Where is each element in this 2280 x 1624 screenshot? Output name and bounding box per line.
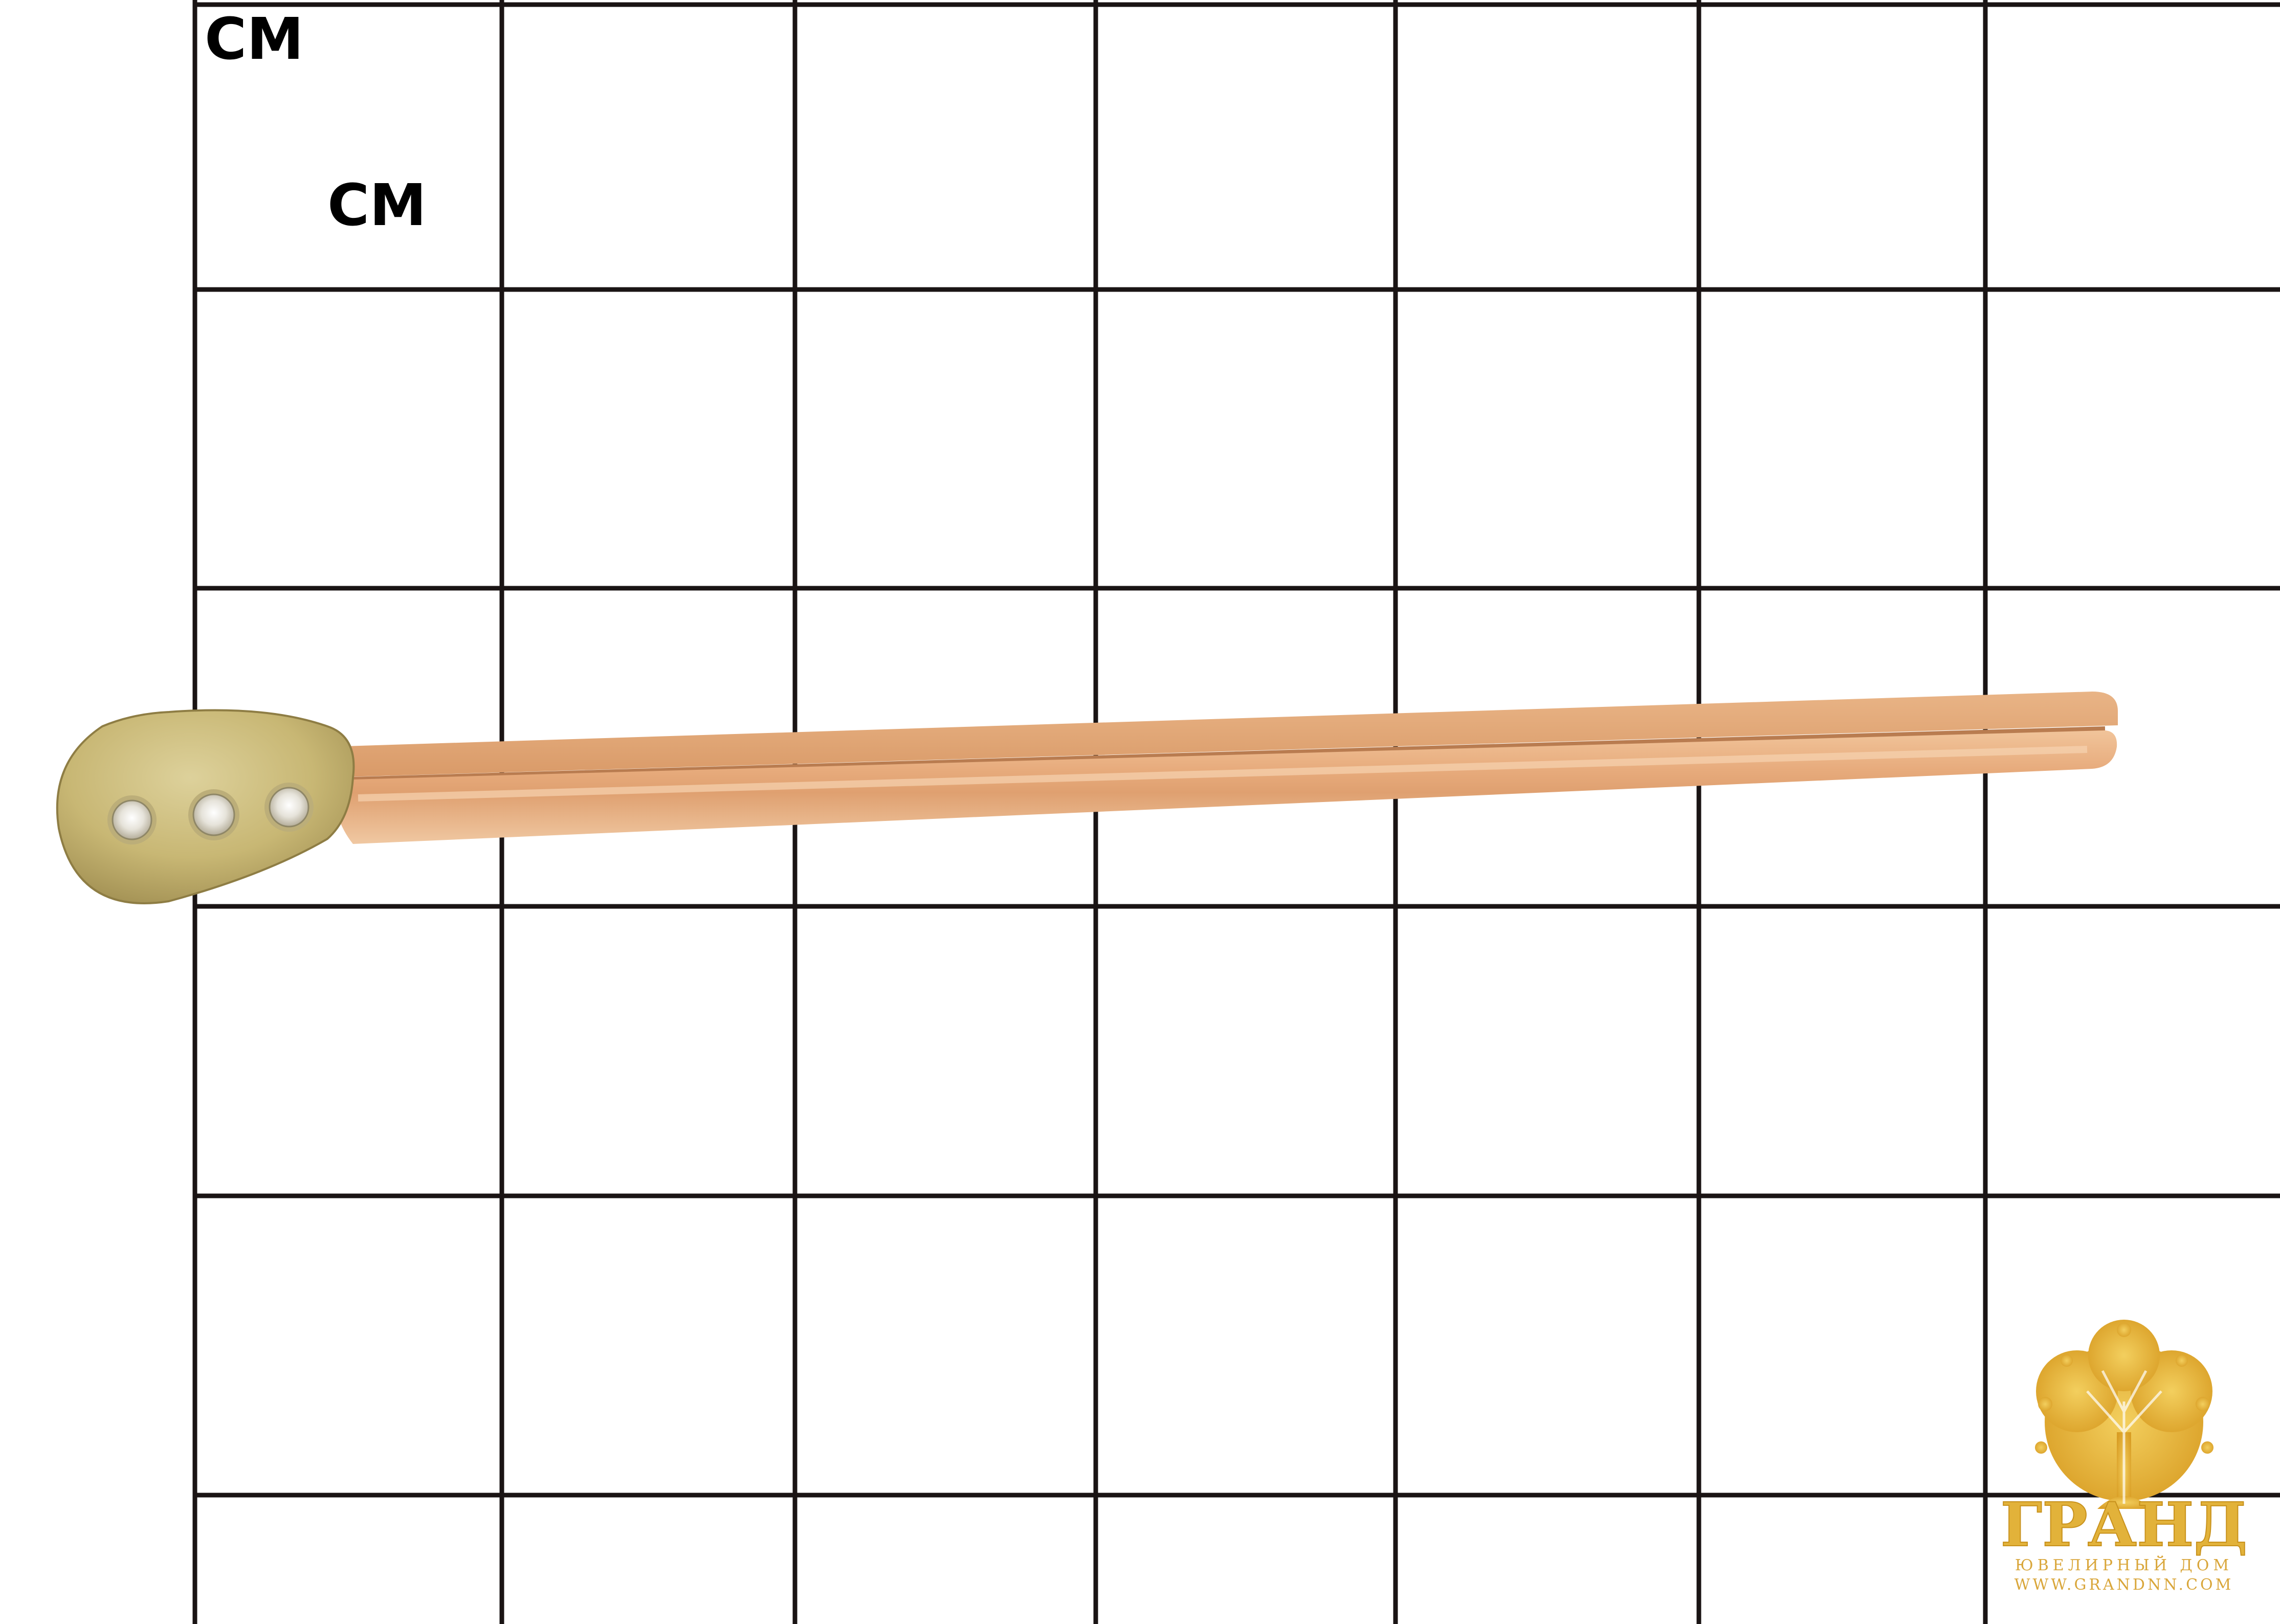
unit-label-second: CM xyxy=(327,172,427,239)
tie-clip-bar-highlight xyxy=(358,746,2088,802)
logo-subtitle: ЮВЕЛИРНЫЙ ДОМ xyxy=(2015,1555,2233,1574)
tie-clip-bar-gap xyxy=(332,726,2106,783)
tie-clip xyxy=(56,692,2118,904)
logo-website: WWW.GRANDNN.COM xyxy=(2015,1576,2234,1594)
diamond-row xyxy=(107,783,314,844)
diamond-icon xyxy=(112,799,152,840)
measurement-grid xyxy=(192,0,2280,1624)
brand-logo: ГРАНД ЮВЕЛИРНЫЙ ДОМ WWW.GRANDNN.COM xyxy=(2000,1320,2248,1594)
diamond-icon xyxy=(269,787,309,828)
diamond-icon xyxy=(192,793,235,836)
logo-brand: ГРАНД xyxy=(2001,1489,2248,1560)
unit-label-top: CM xyxy=(205,6,304,73)
tie-clip-back-bar xyxy=(327,692,2118,777)
